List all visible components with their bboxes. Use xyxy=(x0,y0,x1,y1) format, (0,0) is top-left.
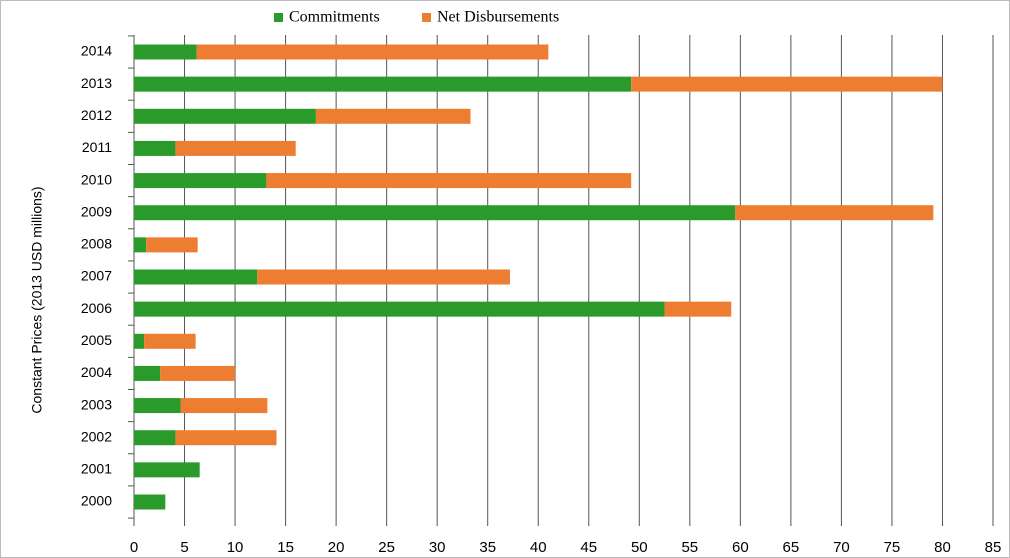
y-tick-label: 2013 xyxy=(81,75,112,91)
x-tick-label: 65 xyxy=(783,539,800,556)
x-tick-label: 75 xyxy=(884,539,901,556)
x-tick-label: 15 xyxy=(277,539,294,556)
bar-segment xyxy=(257,269,510,285)
bar-segment xyxy=(134,76,632,92)
bar-segment xyxy=(196,44,549,60)
bar-segment xyxy=(735,205,934,221)
bar-segment xyxy=(266,173,632,189)
y-tick-label: 2009 xyxy=(81,203,112,219)
bar-segment xyxy=(315,108,471,124)
x-tick-label: 60 xyxy=(732,539,749,556)
y-tick-label: 2011 xyxy=(82,139,112,155)
x-tick-label: 5 xyxy=(180,539,188,556)
legend-swatch xyxy=(274,13,283,22)
x-tick-label: 55 xyxy=(681,539,698,556)
y-tick-label: 2007 xyxy=(81,268,112,284)
y-tick-label: 2006 xyxy=(81,300,112,316)
y-tick-label: 2005 xyxy=(81,332,112,348)
bar-segment xyxy=(134,430,176,446)
bar-segment xyxy=(134,237,147,253)
bar-segment xyxy=(144,333,196,349)
y-tick-label: 2004 xyxy=(81,364,112,380)
x-tick-label: 50 xyxy=(631,539,648,556)
x-tick-label: 45 xyxy=(580,539,597,556)
bar-segment xyxy=(134,205,736,221)
legend-label: Commitments xyxy=(289,9,380,26)
y-tick-label: 2000 xyxy=(81,493,112,509)
bar-segment xyxy=(146,237,198,253)
y-tick-label: 2014 xyxy=(81,43,112,59)
y-tick-label: 2008 xyxy=(81,236,112,252)
x-tick-label: 85 xyxy=(985,539,1002,556)
bar-segment xyxy=(134,462,200,478)
x-tick-label: 80 xyxy=(934,539,951,556)
x-tick-label: 0 xyxy=(130,539,138,556)
x-tick-label: 40 xyxy=(530,539,547,556)
bar-segment xyxy=(180,398,268,414)
bar-segment xyxy=(134,269,258,285)
y-axis-title: Constant Prices (2013 USD millions) xyxy=(29,186,45,413)
bar-segment xyxy=(134,494,166,510)
y-tick-label: 2002 xyxy=(81,428,112,444)
legend-swatch xyxy=(422,13,431,22)
bar-segment xyxy=(134,333,145,349)
bar-segment xyxy=(134,108,316,124)
bar-segment xyxy=(175,430,277,446)
bar-segment xyxy=(160,365,236,381)
legend-label: Net Disbursements xyxy=(437,9,559,26)
bar-segment xyxy=(134,365,161,381)
x-tick-label: 30 xyxy=(429,539,446,556)
bar-segment xyxy=(134,301,665,317)
bar-segment xyxy=(664,301,732,317)
x-tick-label: 20 xyxy=(328,539,345,556)
y-tick-label: 2012 xyxy=(81,107,112,123)
y-tick-label: 2001 xyxy=(81,461,112,477)
bar-segment xyxy=(134,44,197,60)
bar-segment xyxy=(631,76,943,92)
bar-segment xyxy=(134,140,176,156)
x-tick-label: 25 xyxy=(378,539,395,556)
bar-segment xyxy=(134,173,267,189)
y-tick-label: 2010 xyxy=(81,171,112,187)
bar-segment xyxy=(175,140,296,156)
x-tick-label: 35 xyxy=(479,539,496,556)
y-tick-label: 2003 xyxy=(81,396,112,412)
x-tick-label: 70 xyxy=(833,539,850,556)
bar-segment xyxy=(134,398,181,414)
x-tick-label: 10 xyxy=(227,539,244,556)
